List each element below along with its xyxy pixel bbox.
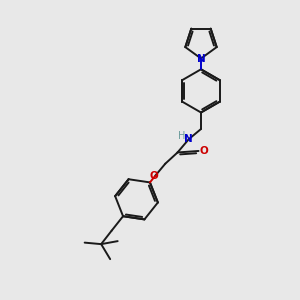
Text: H: H <box>178 130 185 141</box>
Text: N: N <box>184 134 193 144</box>
Text: O: O <box>149 171 158 181</box>
Text: O: O <box>200 146 208 156</box>
Text: N: N <box>196 53 206 64</box>
